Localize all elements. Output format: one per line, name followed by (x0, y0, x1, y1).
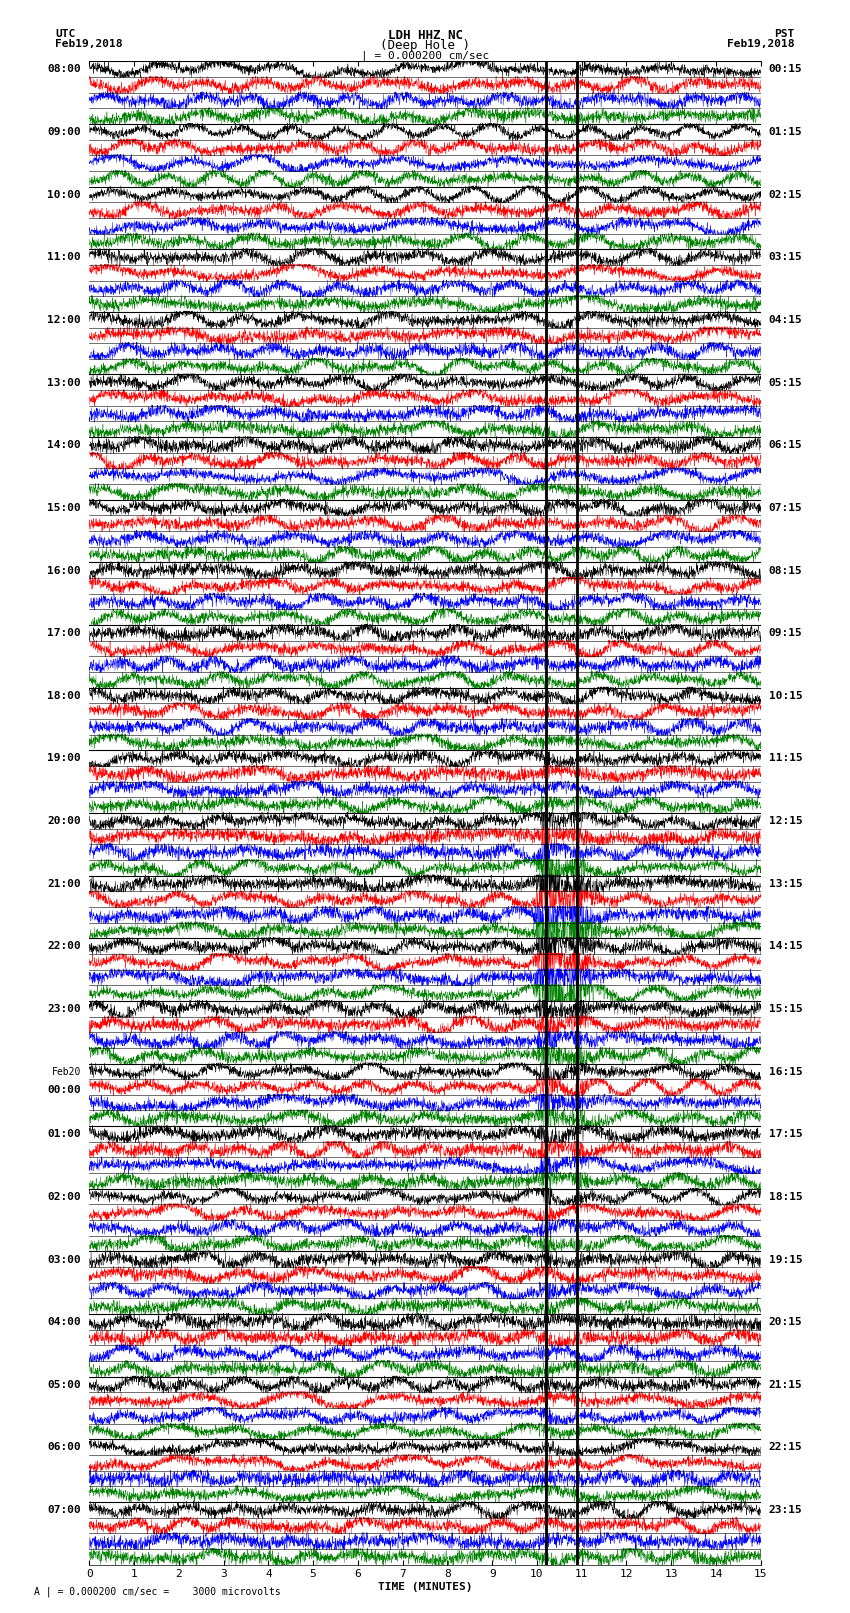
Text: 14:15: 14:15 (768, 942, 802, 952)
Text: (Deep Hole ): (Deep Hole ) (380, 39, 470, 52)
Text: 01:15: 01:15 (768, 127, 802, 137)
Text: 11:00: 11:00 (48, 252, 82, 263)
Text: 23:00: 23:00 (48, 1003, 82, 1015)
Text: 05:00: 05:00 (48, 1379, 82, 1390)
Text: 07:00: 07:00 (48, 1505, 82, 1515)
Text: 19:15: 19:15 (768, 1255, 802, 1265)
Text: 00:15: 00:15 (768, 65, 802, 74)
Text: 17:15: 17:15 (768, 1129, 802, 1139)
Text: 07:15: 07:15 (768, 503, 802, 513)
Text: | = 0.000200 cm/sec: | = 0.000200 cm/sec (361, 50, 489, 61)
Text: A | = 0.000200 cm/sec =    3000 microvolts: A | = 0.000200 cm/sec = 3000 microvolts (34, 1586, 280, 1597)
Text: 22:15: 22:15 (768, 1442, 802, 1452)
Text: 01:00: 01:00 (48, 1129, 82, 1139)
Text: 19:00: 19:00 (48, 753, 82, 763)
Text: 17:00: 17:00 (48, 627, 82, 639)
Text: 23:15: 23:15 (768, 1505, 802, 1515)
Text: 04:00: 04:00 (48, 1318, 82, 1327)
Text: 18:15: 18:15 (768, 1192, 802, 1202)
Text: PST: PST (774, 29, 795, 39)
Text: 12:00: 12:00 (48, 315, 82, 324)
Text: 16:00: 16:00 (48, 566, 82, 576)
Text: 14:00: 14:00 (48, 440, 82, 450)
X-axis label: TIME (MINUTES): TIME (MINUTES) (377, 1582, 473, 1592)
Text: UTC: UTC (55, 29, 76, 39)
Text: 09:15: 09:15 (768, 627, 802, 639)
Text: 15:00: 15:00 (48, 503, 82, 513)
Text: 02:00: 02:00 (48, 1192, 82, 1202)
Text: 18:00: 18:00 (48, 690, 82, 700)
Text: 06:15: 06:15 (768, 440, 802, 450)
Text: 00:00: 00:00 (48, 1086, 82, 1095)
Text: 03:00: 03:00 (48, 1255, 82, 1265)
Text: 12:15: 12:15 (768, 816, 802, 826)
Text: 10:15: 10:15 (768, 690, 802, 700)
Text: 10:00: 10:00 (48, 190, 82, 200)
Text: 08:00: 08:00 (48, 65, 82, 74)
Text: 13:15: 13:15 (768, 879, 802, 889)
Text: 04:15: 04:15 (768, 315, 802, 324)
Text: 15:15: 15:15 (768, 1003, 802, 1015)
Text: 08:15: 08:15 (768, 566, 802, 576)
Text: LDH HHZ NC: LDH HHZ NC (388, 29, 462, 42)
Text: 13:00: 13:00 (48, 377, 82, 387)
Text: Feb19,2018: Feb19,2018 (55, 39, 122, 48)
Text: 05:15: 05:15 (768, 377, 802, 387)
Text: 20:00: 20:00 (48, 816, 82, 826)
Text: 21:00: 21:00 (48, 879, 82, 889)
Text: 09:00: 09:00 (48, 127, 82, 137)
Text: 06:00: 06:00 (48, 1442, 82, 1452)
Text: 16:15: 16:15 (768, 1066, 802, 1076)
Text: 11:15: 11:15 (768, 753, 802, 763)
Text: 03:15: 03:15 (768, 252, 802, 263)
Text: 20:15: 20:15 (768, 1318, 802, 1327)
Text: 22:00: 22:00 (48, 942, 82, 952)
Text: 02:15: 02:15 (768, 190, 802, 200)
Text: Feb20: Feb20 (52, 1066, 82, 1076)
Text: 21:15: 21:15 (768, 1379, 802, 1390)
Text: Feb19,2018: Feb19,2018 (728, 39, 795, 48)
